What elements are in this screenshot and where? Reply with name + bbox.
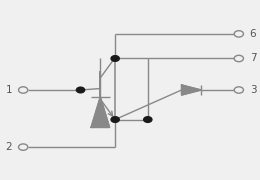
Text: 6: 6 [250,29,256,39]
Circle shape [111,117,119,122]
Polygon shape [91,97,109,127]
Text: 3: 3 [250,85,256,95]
Polygon shape [181,85,201,95]
Text: 2: 2 [6,142,12,152]
Circle shape [111,56,119,61]
Text: 1: 1 [6,85,12,95]
Text: 7: 7 [250,53,256,64]
Circle shape [76,87,85,93]
Circle shape [144,117,152,122]
